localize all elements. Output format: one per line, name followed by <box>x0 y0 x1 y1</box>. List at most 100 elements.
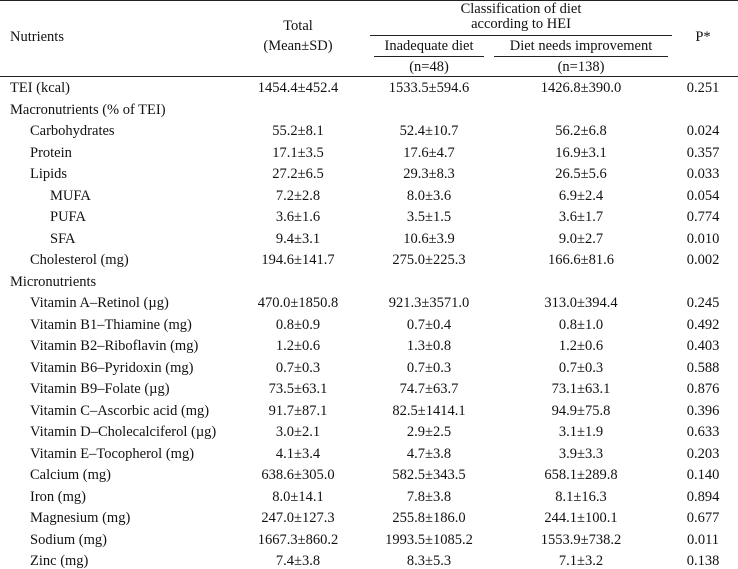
row-label: PUFA <box>50 209 86 225</box>
cell-p: 0.876 <box>686 381 720 397</box>
cell-p: 0.396 <box>686 402 720 419</box>
cell-inadequate: 1533.5±594.6 <box>388 80 470 96</box>
row-label: Vitamin B1–Thiamine (mg) <box>30 316 192 333</box>
cell-improve: 0.7±0.3 <box>558 359 604 376</box>
cell-improve: 1.2±0.6 <box>558 338 604 354</box>
header-classification-line2: according to HEI <box>471 16 571 32</box>
cell-p: 0.203 <box>686 445 720 462</box>
cell-total: 1667.3±860.2 <box>257 531 339 548</box>
cell-improve: 9.0±2.7 <box>558 230 604 247</box>
cell-total: 9.4±3.1 <box>275 230 321 247</box>
row-label: Micronutrients <box>10 273 97 290</box>
cell-improve: 313.0±394.4 <box>544 295 618 311</box>
cell-p: 0.403 <box>686 338 720 354</box>
cell-inadequate: 82.5±1414.1 <box>392 402 466 419</box>
cell-p: 0.138 <box>686 553 720 569</box>
row-label: Magnesium (mg) <box>30 510 131 526</box>
cell-p: 0.894 <box>686 488 720 505</box>
row-label: SFA <box>50 230 76 247</box>
row-label: Vitamin B6–Pyridoxin (mg) <box>30 359 194 376</box>
cell-p: 0.054 <box>686 187 720 204</box>
cell-improve: 3.6±1.7 <box>558 209 604 225</box>
cell-total: 470.0±1850.8 <box>257 295 339 311</box>
cell-improve: 658.1±289.8 <box>544 467 618 483</box>
cell-total: 1.2±0.6 <box>275 338 321 354</box>
header-nutrients: Nutrients <box>10 29 64 45</box>
cell-p: 0.140 <box>686 467 720 483</box>
row-label: TEI (kcal) <box>10 80 70 96</box>
cell-improve: 7.1±3.2 <box>558 553 604 569</box>
cell-inadequate: 29.3±8.3 <box>403 166 455 182</box>
cell-p: 0.002 <box>686 252 720 268</box>
cell-inadequate: 582.5±343.5 <box>392 467 466 483</box>
top-rule <box>0 0 738 1</box>
cell-p: 0.588 <box>686 359 720 376</box>
cell-inadequate: 17.6±4.7 <box>403 144 455 161</box>
cell-p: 0.633 <box>686 424 720 440</box>
header-needs-improvement: Diet needs improvement <box>509 38 653 54</box>
cell-improve: 8.1±16.3 <box>555 488 607 505</box>
row-label: Vitamin D–Cholecalciferol (µg) <box>30 424 217 440</box>
cell-total: 7.4±3.8 <box>275 553 321 569</box>
cell-inadequate: 4.7±3.8 <box>406 445 452 462</box>
group-improve-rule <box>494 56 668 57</box>
cell-total: 73.5±63.1 <box>268 381 328 397</box>
row-label: Lipids <box>30 166 68 182</box>
cell-p: 0.251 <box>686 80 720 96</box>
cell-total: 0.7±0.3 <box>275 359 321 376</box>
row-label: Calcium (mg) <box>30 467 111 483</box>
cell-total: 55.2±8.1 <box>272 123 324 139</box>
header-needs-improvement-n: (n=138) <box>557 59 605 75</box>
cell-inadequate: 921.3±3571.0 <box>388 295 470 311</box>
row-label: Sodium (mg) <box>30 531 107 548</box>
header-total-line1: Total <box>283 18 313 34</box>
row-label: Zinc (mg) <box>30 553 89 569</box>
cell-p: 0.011 <box>686 531 720 548</box>
row-label: Iron (mg) <box>30 488 86 505</box>
cell-p: 0.492 <box>686 316 720 333</box>
cell-p: 0.677 <box>686 510 720 526</box>
cell-p: 0.010 <box>686 230 720 247</box>
group-inadequate-rule <box>374 56 484 57</box>
row-label: MUFA <box>50 187 91 204</box>
cell-inadequate: 255.8±186.0 <box>392 510 466 526</box>
cell-improve: 1426.8±390.0 <box>540 80 622 96</box>
row-label: Protein <box>30 144 72 161</box>
cell-p: 0.024 <box>686 123 720 139</box>
cell-total: 7.2±2.8 <box>275 187 321 204</box>
cell-inadequate: 2.9±2.5 <box>406 424 452 440</box>
header-inadequate-n: (n=48) <box>409 59 449 75</box>
cell-total: 4.1±3.4 <box>275 445 321 462</box>
row-label: Vitamin B2–Riboflavin (mg) <box>30 338 199 354</box>
cell-p: 0.245 <box>686 295 720 311</box>
cell-improve: 26.5±5.6 <box>555 166 607 182</box>
cell-total: 8.0±14.1 <box>272 488 324 505</box>
cell-total: 17.1±3.5 <box>272 144 324 161</box>
row-label: Vitamin E–Tocopherol (mg) <box>30 445 195 462</box>
cell-improve: 56.2±6.8 <box>555 123 607 139</box>
header-inadequate: Inadequate diet <box>384 38 474 54</box>
cell-total: 638.6±305.0 <box>261 467 335 483</box>
cell-improve: 244.1±100.1 <box>544 510 618 526</box>
cell-total: 1454.4±452.4 <box>257 80 339 96</box>
header-bottom-rule <box>0 76 738 77</box>
row-label: Vitamin B9–Folate (µg) <box>30 381 170 397</box>
cell-inadequate: 0.7±0.3 <box>406 359 452 376</box>
row-label: Vitamin C–Ascorbic acid (mg) <box>30 402 210 419</box>
cell-total: 3.0±2.1 <box>275 424 321 440</box>
cell-improve: 0.8±1.0 <box>558 316 604 333</box>
cell-inadequate: 8.0±3.6 <box>406 187 452 204</box>
cell-inadequate: 275.0±225.3 <box>392 252 466 268</box>
cell-inadequate: 3.5±1.5 <box>406 209 452 225</box>
row-label: Macronutrients (% of TEI) <box>10 101 166 118</box>
cell-inadequate: 8.3±5.3 <box>406 553 452 569</box>
cell-total: 247.0±127.3 <box>261 510 335 526</box>
classification-rule <box>370 35 672 36</box>
cell-inadequate: 1.3±0.8 <box>406 338 452 354</box>
cell-total: 91.7±87.1 <box>268 402 328 419</box>
cell-inadequate: 10.6±3.9 <box>403 230 455 247</box>
cell-improve: 94.9±75.8 <box>551 402 611 419</box>
header-total-line2: (Mean±SD) <box>263 38 333 54</box>
cell-total: 27.2±6.5 <box>272 166 324 182</box>
cell-improve: 73.1±63.1 <box>551 381 611 397</box>
